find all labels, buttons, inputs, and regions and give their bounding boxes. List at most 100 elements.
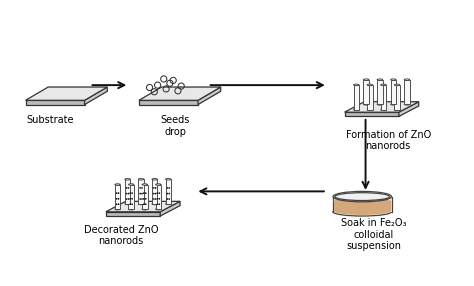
Ellipse shape [367,84,373,86]
Ellipse shape [125,203,130,205]
Polygon shape [391,80,396,104]
Polygon shape [142,184,147,209]
Ellipse shape [155,208,161,210]
Circle shape [116,203,118,205]
Polygon shape [198,87,221,105]
Text: Seeds
drop: Seeds drop [161,116,190,137]
Circle shape [118,192,119,194]
Circle shape [131,198,133,200]
Circle shape [145,192,146,194]
Ellipse shape [125,178,130,180]
Polygon shape [106,212,160,216]
Polygon shape [334,202,391,211]
Text: Soak in Fe₂O₃
colloidal
suspension: Soak in Fe₂O₃ colloidal suspension [341,218,407,251]
Circle shape [131,203,133,205]
Ellipse shape [152,178,157,180]
Ellipse shape [115,208,120,210]
Text: Formation of ZnO
nanorods: Formation of ZnO nanorods [346,130,431,151]
Ellipse shape [152,203,157,205]
Ellipse shape [165,178,171,180]
Circle shape [166,187,168,189]
Ellipse shape [381,84,386,86]
Circle shape [156,192,158,194]
Circle shape [116,192,118,194]
Circle shape [116,198,118,200]
Polygon shape [160,201,180,216]
Circle shape [155,187,156,189]
Circle shape [141,193,143,194]
Ellipse shape [165,203,171,205]
Polygon shape [125,179,130,204]
Circle shape [166,193,168,194]
Circle shape [139,198,141,200]
Circle shape [158,198,160,200]
Ellipse shape [354,84,359,86]
Ellipse shape [377,104,383,105]
Circle shape [118,203,119,205]
Text: Substrate: Substrate [27,114,74,124]
Ellipse shape [334,207,391,215]
Ellipse shape [138,203,144,205]
Polygon shape [345,112,399,116]
Polygon shape [155,184,161,209]
Polygon shape [165,179,171,204]
Polygon shape [139,87,221,100]
Ellipse shape [364,79,369,80]
Ellipse shape [335,193,390,200]
Circle shape [168,198,170,200]
Polygon shape [377,80,383,104]
Circle shape [129,198,131,200]
Circle shape [139,187,141,189]
Circle shape [156,203,158,205]
Circle shape [153,198,155,200]
Ellipse shape [333,208,392,216]
Polygon shape [364,80,369,104]
Circle shape [166,198,168,200]
Polygon shape [345,102,419,112]
Ellipse shape [364,104,369,105]
Circle shape [153,193,155,194]
Circle shape [126,193,128,194]
Circle shape [141,187,143,189]
Circle shape [143,192,145,194]
Polygon shape [139,100,198,105]
Polygon shape [115,184,120,209]
Circle shape [153,187,155,189]
Circle shape [128,198,129,200]
Polygon shape [26,87,107,100]
Circle shape [126,187,128,189]
Polygon shape [404,80,410,104]
Circle shape [156,198,158,200]
Polygon shape [138,179,144,204]
Polygon shape [399,102,419,116]
Circle shape [139,193,141,194]
Ellipse shape [404,104,410,105]
Ellipse shape [394,109,400,110]
Circle shape [158,203,160,205]
Polygon shape [381,85,386,110]
Text: Decorated ZnO
nanorods: Decorated ZnO nanorods [84,225,158,246]
Ellipse shape [354,109,359,110]
Polygon shape [333,196,392,212]
Ellipse shape [367,109,373,110]
Circle shape [129,203,131,205]
Ellipse shape [381,109,386,110]
Ellipse shape [391,104,396,105]
Polygon shape [128,184,134,209]
Polygon shape [26,100,84,105]
Ellipse shape [377,79,383,80]
Polygon shape [354,85,359,110]
Polygon shape [84,87,107,105]
Circle shape [143,198,145,200]
Ellipse shape [391,79,396,80]
Polygon shape [152,179,157,204]
Ellipse shape [404,79,410,80]
Ellipse shape [128,184,134,185]
Ellipse shape [138,178,144,180]
Ellipse shape [334,198,391,206]
Circle shape [126,198,128,200]
Circle shape [141,198,143,200]
Ellipse shape [142,184,147,185]
Polygon shape [394,85,400,110]
Circle shape [128,193,129,194]
